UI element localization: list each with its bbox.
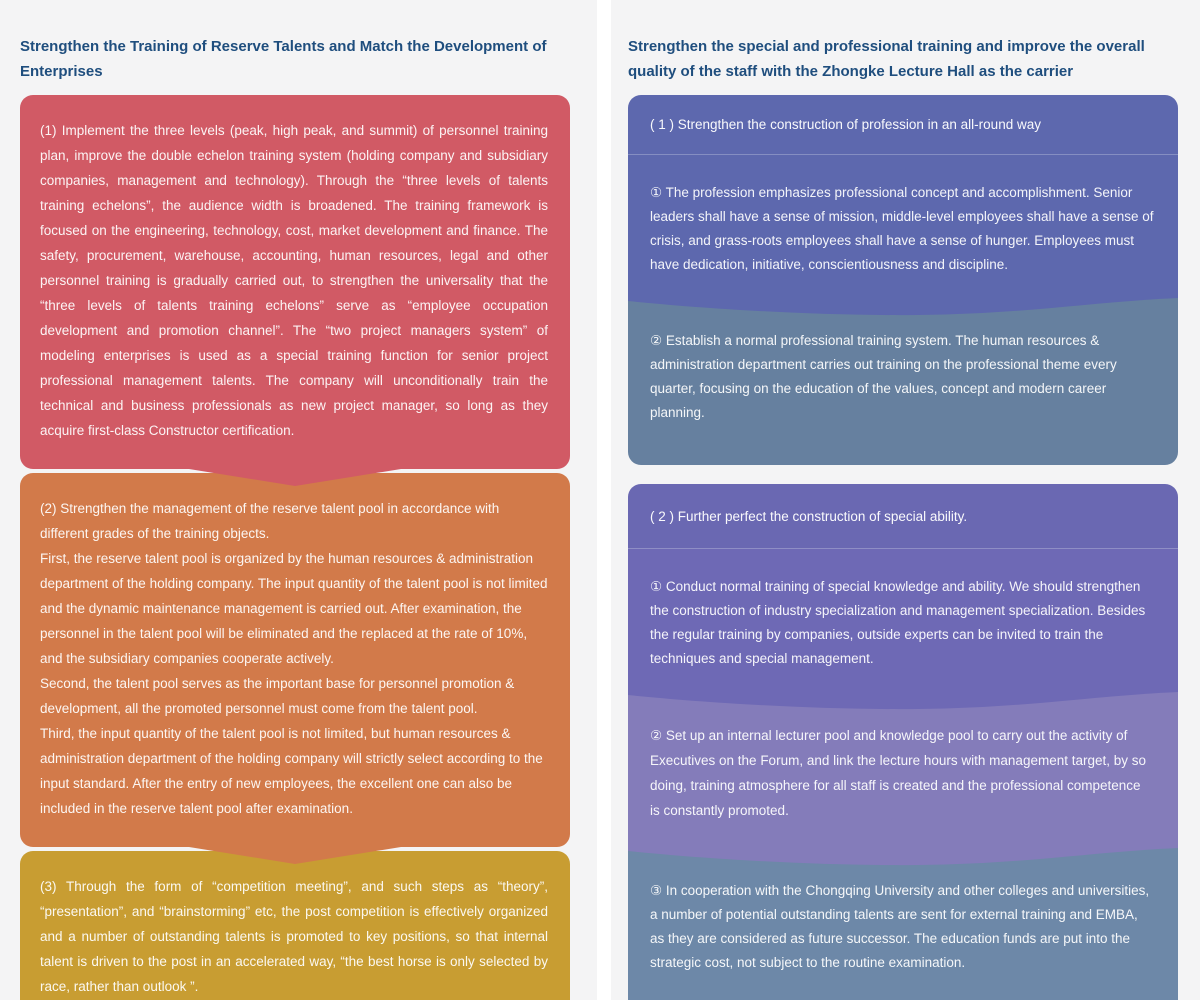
- chevron-down-divider: [189, 469, 401, 486]
- group-2-section-1: ① Conduct normal training of special kno…: [628, 549, 1178, 685]
- group-2-section-2: ② Set up an internal lecturer pool and k…: [628, 685, 1178, 841]
- right-title: Strengthen the special and professional …: [628, 38, 1145, 80]
- right-panel-content: Strengthen the special and professional …: [611, 0, 1200, 1000]
- group-1-header: ( 1 ) Strengthen the construction of pro…: [628, 95, 1178, 155]
- wave-divider: [628, 291, 1178, 316]
- card-point-1: (1) Implement the three levels (peak, hi…: [20, 95, 570, 469]
- group-1-card: ( 1 ) Strengthen the construction of pro…: [628, 95, 1178, 465]
- left-title: Strengthen the Training of Reserve Talen…: [20, 38, 547, 80]
- group-2-header: ( 2 ) Further perfect the construction o…: [628, 484, 1178, 549]
- group-1-section-2: ② Establish a normal professional traini…: [628, 291, 1178, 465]
- group-2-item-1-text: ① Conduct normal training of special kno…: [650, 579, 1146, 666]
- wave-divider: [628, 685, 1178, 710]
- chevron-down-divider: [189, 847, 401, 864]
- group-2-card: ( 2 ) Further perfect the construction o…: [628, 484, 1178, 1000]
- group-1-item-2-text: ② Establish a normal professional traini…: [650, 333, 1117, 420]
- card-point-2-paragraph: Second, the talent pool serves as the im…: [40, 676, 515, 716]
- card-point-2-paragraph: First, the reserve talent pool is organi…: [40, 551, 548, 666]
- card-point-2-paragraph: Third, the input quantity of the talent …: [40, 726, 543, 816]
- left-panel: Strengthen the Training of Reserve Talen…: [0, 0, 597, 1000]
- left-panel-content: Strengthen the Training of Reserve Talen…: [0, 0, 597, 1000]
- card-point-2-paragraph: (2) Strengthen the management of the res…: [40, 501, 500, 541]
- card-point-3-text: (3) Through the form of “competition mee…: [40, 879, 548, 994]
- group-1-section-1: ① The profession emphasizes professional…: [628, 155, 1178, 291]
- group-2-item-2-text: ② Set up an internal lecturer pool and k…: [650, 728, 1147, 818]
- group-2-item-3-text: ③ In cooperation with the Chongqing Univ…: [650, 883, 1150, 970]
- card-point-1-text: (1) Implement the three levels (peak, hi…: [40, 123, 548, 438]
- wave-divider: [628, 841, 1178, 866]
- card-point-2: (2) Strengthen the management of the res…: [20, 469, 570, 847]
- group-2-section-3: ③ In cooperation with the Chongqing Univ…: [628, 841, 1178, 1000]
- right-panel: Strengthen the special and professional …: [611, 0, 1200, 1000]
- card-point-3: (3) Through the form of “competition mee…: [20, 847, 570, 1000]
- group-1-item-1-text: ① The profession emphasizes professional…: [650, 185, 1154, 272]
